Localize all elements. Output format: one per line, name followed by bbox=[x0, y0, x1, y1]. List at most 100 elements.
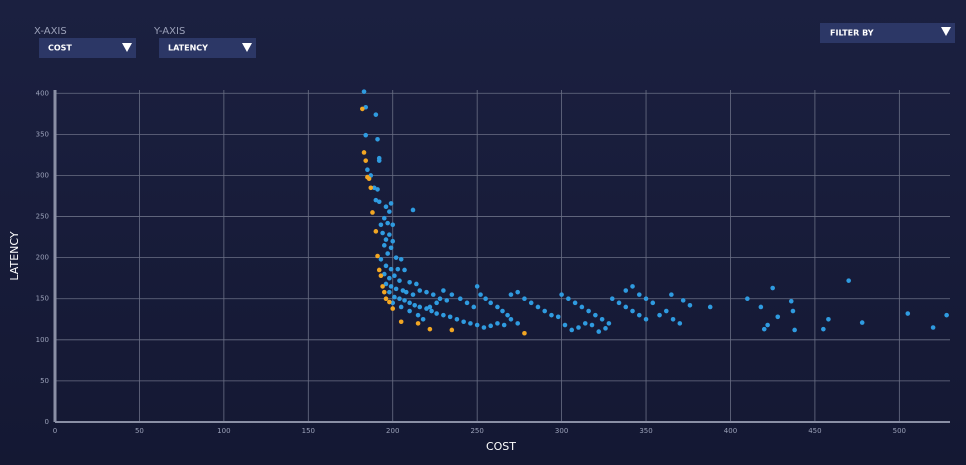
point bbox=[664, 308, 669, 314]
dropdown[interactable] bbox=[39, 38, 136, 58]
point bbox=[464, 300, 470, 306]
point bbox=[415, 321, 421, 326]
point bbox=[407, 308, 412, 314]
point bbox=[454, 316, 460, 322]
point bbox=[381, 289, 387, 295]
point bbox=[390, 222, 396, 228]
point bbox=[407, 279, 412, 285]
control-label: Y-AXIS bbox=[153, 26, 185, 37]
point bbox=[623, 304, 629, 310]
control-label: X-AXIS bbox=[34, 26, 67, 37]
point bbox=[449, 327, 455, 333]
point bbox=[508, 316, 514, 322]
point bbox=[363, 158, 369, 163]
dropdown-value: LATENCY bbox=[168, 44, 208, 53]
point bbox=[395, 266, 401, 272]
point bbox=[616, 300, 622, 306]
point bbox=[515, 289, 520, 295]
x-tick-label: 50 bbox=[135, 427, 144, 435]
point bbox=[381, 243, 387, 248]
x-tick-label: 0 bbox=[53, 427, 57, 435]
point bbox=[657, 312, 662, 318]
dropdown-arrow bbox=[242, 43, 252, 52]
point bbox=[609, 296, 615, 302]
point bbox=[375, 187, 380, 192]
point bbox=[508, 292, 514, 297]
point bbox=[388, 245, 394, 251]
point bbox=[821, 326, 826, 332]
point bbox=[434, 300, 439, 306]
dropdown[interactable] bbox=[820, 23, 955, 43]
point bbox=[522, 330, 527, 336]
point bbox=[415, 312, 421, 318]
point bbox=[376, 158, 382, 163]
point bbox=[378, 273, 384, 279]
point bbox=[398, 256, 404, 262]
point bbox=[381, 215, 387, 221]
point bbox=[387, 275, 392, 281]
point bbox=[528, 300, 534, 306]
point bbox=[410, 292, 416, 297]
point bbox=[447, 314, 453, 320]
point bbox=[758, 304, 764, 310]
point bbox=[770, 285, 775, 291]
point bbox=[427, 326, 433, 332]
point bbox=[375, 137, 380, 142]
point bbox=[765, 322, 770, 328]
point bbox=[434, 311, 439, 316]
y-tick-label: 400 bbox=[36, 89, 49, 97]
point bbox=[402, 267, 407, 273]
point bbox=[429, 308, 434, 314]
point bbox=[370, 210, 375, 215]
point bbox=[572, 300, 578, 306]
point bbox=[414, 281, 419, 287]
dropdown[interactable] bbox=[159, 38, 256, 58]
point bbox=[393, 286, 399, 292]
point bbox=[944, 312, 949, 318]
point bbox=[670, 316, 676, 322]
point bbox=[387, 299, 392, 305]
point bbox=[387, 289, 392, 295]
point bbox=[383, 204, 389, 209]
x-tick-label: 450 bbox=[808, 427, 821, 435]
point bbox=[361, 150, 367, 155]
point bbox=[562, 322, 568, 328]
point bbox=[457, 296, 463, 302]
point bbox=[387, 232, 392, 237]
point bbox=[403, 289, 409, 295]
point bbox=[559, 292, 564, 297]
y-tick-label: 250 bbox=[36, 213, 49, 221]
point bbox=[636, 312, 642, 318]
point bbox=[378, 222, 384, 228]
point bbox=[846, 278, 851, 283]
y-tick-label: 150 bbox=[36, 295, 49, 303]
point bbox=[488, 300, 493, 306]
point bbox=[402, 298, 407, 303]
point bbox=[505, 312, 510, 318]
point bbox=[599, 316, 605, 322]
point bbox=[500, 308, 505, 314]
point bbox=[542, 308, 548, 314]
point bbox=[375, 253, 380, 259]
point bbox=[392, 273, 397, 279]
x-axis-title: COST bbox=[486, 440, 516, 453]
dropdown-arrow bbox=[122, 43, 132, 52]
x-tick-label: 250 bbox=[470, 427, 483, 435]
point bbox=[441, 288, 446, 293]
x-tick-label: 150 bbox=[302, 427, 315, 435]
point bbox=[775, 314, 781, 320]
point bbox=[365, 167, 370, 173]
point bbox=[385, 220, 390, 226]
point bbox=[417, 288, 423, 293]
point bbox=[650, 300, 656, 306]
point bbox=[826, 316, 831, 322]
point bbox=[363, 132, 369, 138]
point bbox=[376, 267, 382, 273]
point bbox=[461, 319, 466, 325]
point bbox=[373, 112, 379, 117]
point bbox=[677, 321, 683, 326]
point bbox=[393, 255, 399, 260]
point bbox=[788, 298, 794, 304]
